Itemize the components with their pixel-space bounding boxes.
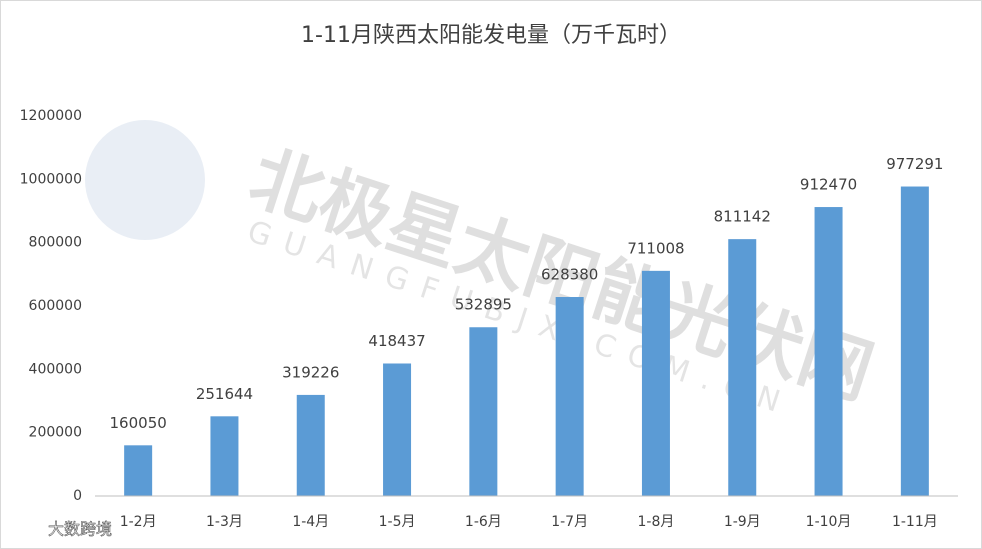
bar — [383, 363, 412, 496]
source-mark: 大数跨境 — [48, 520, 112, 539]
value-label: 628380 — [541, 266, 598, 284]
value-label: 711008 — [627, 239, 684, 257]
x-tick-label: 1-6月 — [465, 514, 502, 530]
x-tick-label: 1-2月 — [120, 514, 157, 530]
bar — [124, 445, 153, 496]
bar — [814, 207, 843, 497]
value-label: 160050 — [110, 414, 167, 432]
bar — [641, 270, 670, 496]
bar — [555, 297, 584, 496]
y-tick-label: 0 — [73, 488, 82, 504]
bar — [210, 416, 239, 496]
y-tick-label: 200000 — [29, 425, 82, 441]
value-label: 251644 — [196, 385, 253, 403]
bar — [296, 394, 325, 496]
watermark-logo — [85, 120, 205, 240]
x-tick-label: 1-3月 — [206, 514, 243, 530]
y-tick-label: 400000 — [29, 361, 82, 377]
bar — [728, 239, 757, 496]
x-tick-label: 1-11月 — [892, 514, 938, 530]
x-tick-label: 1-7月 — [551, 514, 588, 530]
value-label: 811142 — [714, 208, 771, 226]
x-tick-label: 1-5月 — [379, 514, 416, 530]
x-tick-label: 1-8月 — [638, 514, 675, 530]
value-label: 418437 — [368, 332, 425, 350]
value-label: 319226 — [282, 363, 339, 381]
value-label: 532895 — [455, 296, 512, 314]
x-tick-label: 1-10月 — [806, 514, 852, 530]
bar — [900, 186, 929, 496]
y-tick-label: 600000 — [29, 298, 82, 314]
x-tick-label: 1-9月 — [724, 514, 761, 530]
y-tick-label: 1200000 — [20, 108, 82, 124]
chart-title: 1-11月陕西太阳能发电量（万千瓦时） — [301, 23, 681, 48]
x-tick-label: 1-4月 — [292, 514, 329, 530]
y-tick-label: 800000 — [29, 235, 82, 251]
y-tick-label: 1000000 — [20, 171, 82, 187]
bar — [469, 327, 498, 496]
value-label: 912470 — [800, 176, 857, 194]
value-label: 977291 — [886, 155, 943, 173]
